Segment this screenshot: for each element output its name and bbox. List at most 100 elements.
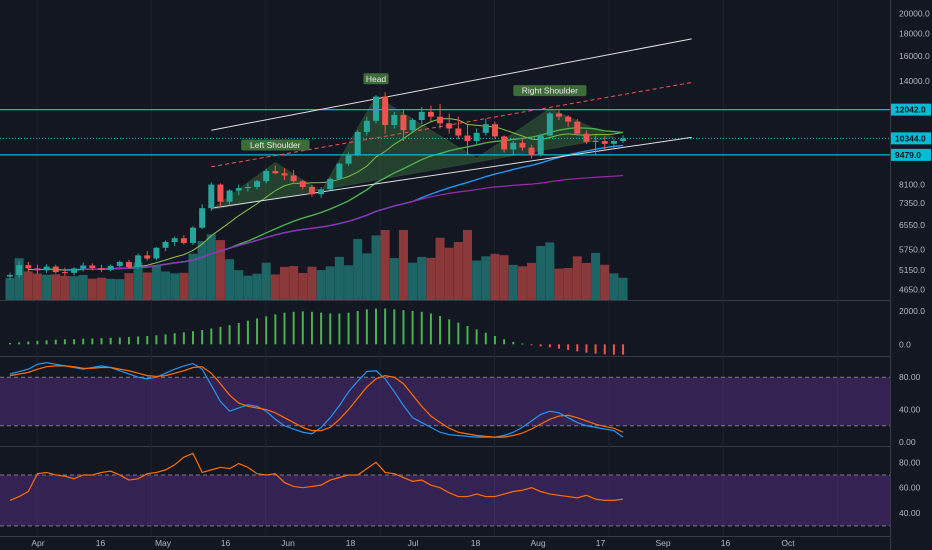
histogram-bar xyxy=(292,311,295,345)
histogram-bar xyxy=(329,313,332,345)
histogram-tick-label: 2000.0 xyxy=(899,306,925,316)
stochastic-band xyxy=(0,376,890,427)
time-tick-label: May xyxy=(155,538,172,548)
price-tag-label: 9479.0 xyxy=(895,150,921,160)
histogram-bar xyxy=(256,318,259,345)
histogram-bar xyxy=(18,342,21,345)
volume-bar xyxy=(115,279,125,300)
candle-body xyxy=(574,121,581,134)
histogram-bar xyxy=(320,312,323,345)
volume-bar xyxy=(206,234,216,300)
volume-bar xyxy=(161,271,171,300)
histogram-bar xyxy=(347,312,350,345)
rsi-tick-label: 60.00 xyxy=(899,483,921,493)
candle-body xyxy=(116,261,123,266)
candle-body xyxy=(382,96,389,126)
candle-body xyxy=(180,238,187,243)
candle-body xyxy=(80,265,87,269)
histogram-bar xyxy=(228,325,231,345)
volume-bar xyxy=(87,278,97,300)
time-tick-label: Aug xyxy=(530,538,545,548)
volume-bar xyxy=(142,272,152,300)
volume-bar xyxy=(426,257,436,300)
histogram-bar xyxy=(265,316,268,345)
price-tag xyxy=(891,103,931,116)
candle-body xyxy=(620,138,627,142)
histogram-bar xyxy=(137,336,140,345)
candle-body xyxy=(263,171,270,182)
pattern-label-bg xyxy=(363,73,389,85)
candle-body xyxy=(363,120,370,132)
histogram-bar xyxy=(558,344,560,349)
stochastic-lines xyxy=(9,362,624,438)
candle-body xyxy=(125,261,132,267)
histogram-tick-label: 0.0 xyxy=(899,339,911,349)
histogram-bar xyxy=(54,339,57,345)
volume-bar xyxy=(490,253,500,300)
histogram-bar xyxy=(82,338,85,345)
candle-body xyxy=(16,265,23,276)
candle-body xyxy=(400,115,407,131)
price-tick-label: 18000.0 xyxy=(899,29,930,39)
histogram-bar xyxy=(576,344,579,352)
volume-bar xyxy=(334,256,344,300)
price-tick-label: 7350.0 xyxy=(899,198,925,208)
candle-body xyxy=(61,272,68,274)
histogram-bar xyxy=(612,344,615,355)
candle-body xyxy=(491,124,498,137)
volume-bar xyxy=(554,268,564,300)
histogram-bar xyxy=(420,311,423,345)
volume-bar xyxy=(234,270,244,300)
candle-body xyxy=(610,141,617,144)
volume-bar xyxy=(545,242,555,300)
candle-body xyxy=(318,189,325,195)
candle-body xyxy=(455,128,462,136)
histogram-bar xyxy=(356,311,359,345)
volume-bar xyxy=(32,273,42,300)
stochastic-tick-label: 80.00 xyxy=(899,372,921,382)
price-tick-label: 16000.0 xyxy=(899,51,930,61)
volume-bar xyxy=(252,273,262,300)
volume-bar xyxy=(243,275,253,300)
volume-bar xyxy=(517,266,527,300)
candle-body xyxy=(217,184,224,202)
histogram-bar xyxy=(521,343,524,345)
rsi-tick-label: 80.00 xyxy=(899,457,921,467)
candle-body xyxy=(482,124,489,133)
histogram-bar xyxy=(146,336,149,345)
price-tick-label: 5150.0 xyxy=(899,265,925,275)
volume-bar xyxy=(527,262,537,300)
candle-body xyxy=(336,163,343,179)
volume-bar xyxy=(435,237,445,300)
head-and-shoulders-pattern xyxy=(211,95,616,211)
neckline-trend xyxy=(211,136,692,209)
candle-body xyxy=(153,247,160,259)
pattern-label: Head xyxy=(366,74,387,84)
histogram-bar xyxy=(402,310,405,345)
candle-body xyxy=(244,186,251,189)
volume-bar xyxy=(69,276,79,300)
candle-body xyxy=(501,136,508,150)
histogram-bar xyxy=(457,322,460,345)
candle-body xyxy=(89,265,96,269)
volume-bar xyxy=(453,242,463,300)
rsi-line xyxy=(9,452,624,501)
candle-body xyxy=(546,113,553,136)
histogram-bar xyxy=(182,332,185,345)
volume-bar xyxy=(197,241,207,300)
moving-averages xyxy=(28,118,624,271)
volume-bar xyxy=(289,266,299,300)
volume-bar xyxy=(563,267,573,300)
price-tag xyxy=(891,132,931,145)
volume-bar xyxy=(463,230,472,300)
volume-bar xyxy=(572,256,582,300)
histogram-bar xyxy=(567,344,570,350)
candle-body xyxy=(437,116,444,124)
volume-bar xyxy=(170,273,180,300)
histogram-bar xyxy=(155,335,158,345)
histogram-bar xyxy=(429,313,432,345)
time-tick-label: 17 xyxy=(596,538,606,548)
price-tick-label: 8100.0 xyxy=(899,180,925,190)
rsi-band-fill xyxy=(0,474,890,526)
histogram-bar xyxy=(173,333,176,345)
